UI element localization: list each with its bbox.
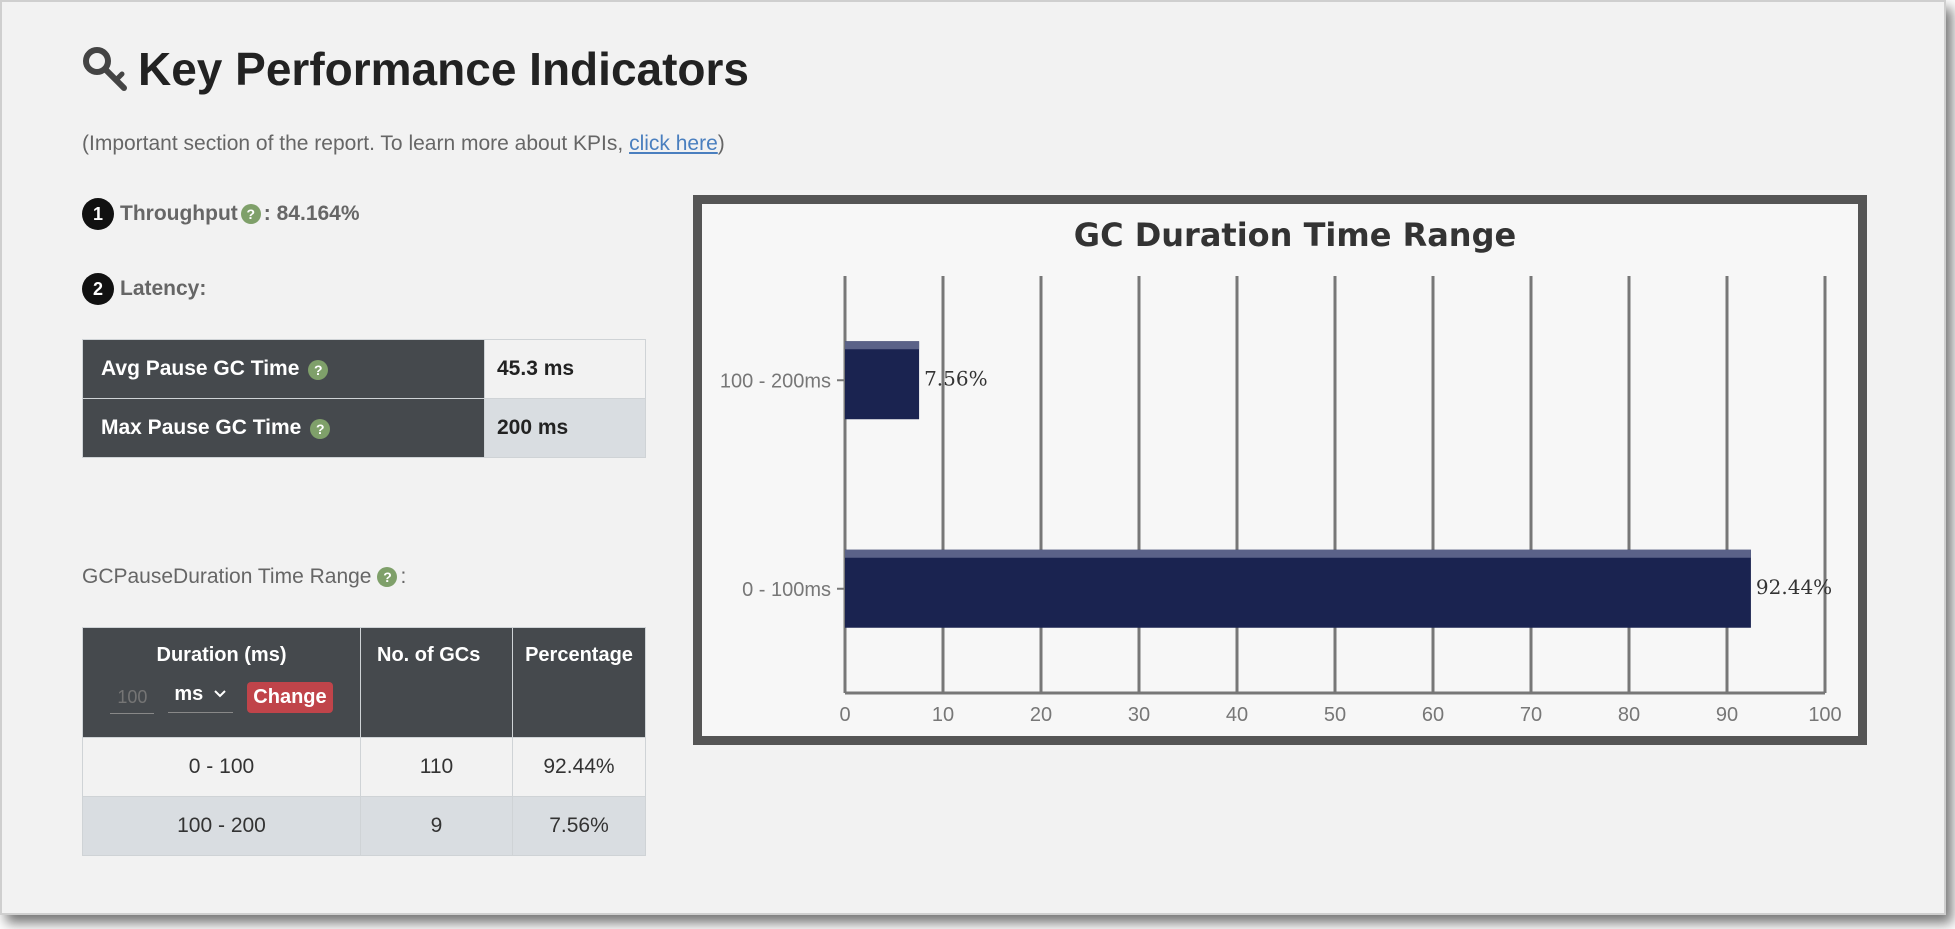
max-pause-value: 200 ms (484, 398, 646, 458)
subtitle-suffix: ) (717, 132, 725, 155)
y-category-label: 0 - 100ms (742, 579, 831, 601)
duration-table: Duration (ms) ms Change No. of GCs Perce… (82, 627, 646, 856)
gc-duration-chart: GC Duration Time Range 0 10 20 30 40 50 60 70 80 9… (693, 195, 1867, 745)
bar (845, 549, 1751, 628)
table-row: Max Pause GC Time ? 200 ms (82, 398, 646, 458)
throughput-line: 1 Throughput ? : 84.164% (82, 198, 360, 230)
count-cell: 110 (360, 737, 513, 797)
x-tick-label: 100 (1808, 704, 1841, 726)
latency-table: Avg Pause GC Time ? 45.3 ms Max Pause GC… (82, 339, 646, 458)
x-tick-label: 10 (932, 704, 954, 726)
y-category-label: 100 - 200ms (720, 370, 831, 392)
page-title-text: Key Performance Indicators (138, 43, 750, 95)
percentage-header: Percentage (512, 627, 646, 738)
data-label: 7.56% (924, 366, 988, 390)
x-tick-label: 90 (1716, 704, 1738, 726)
unit-select-value: ms (174, 682, 204, 705)
subtitle-text: (Important section of the report. To lea… (82, 132, 630, 155)
latency-label: Latency: (120, 277, 207, 300)
throughput-label: Throughput (120, 202, 238, 225)
bar-highlight (845, 341, 920, 350)
avg-pause-label-cell: Avg Pause GC Time ? (82, 339, 485, 399)
table-header-row: Duration (ms) ms Change No. of GCs Perce… (82, 627, 646, 738)
kpi-help-link[interactable]: click here (629, 132, 718, 155)
chevron-down-icon (214, 690, 226, 698)
duration-cell: 100 - 200 (82, 796, 361, 856)
duration-header-label: Duration (ms) (156, 644, 287, 666)
table-row: 100 - 200 9 7.56% (82, 796, 646, 856)
data-label: 92.44% (1756, 575, 1832, 599)
x-tick-label: 40 (1226, 704, 1248, 726)
page-title: Key Performance Indicators (82, 42, 749, 96)
question-circle-icon[interactable]: ? (377, 567, 398, 587)
table-row: 0 - 100 110 92.44% (82, 737, 646, 797)
question-circle-icon[interactable]: ? (308, 360, 329, 380)
throughput-value: : 84.164% (263, 202, 360, 225)
key-icon (83, 47, 127, 91)
latency-line: 2 Latency: (82, 273, 206, 305)
unit-select[interactable]: ms (168, 682, 234, 713)
avg-pause-value: 45.3 ms (484, 339, 646, 399)
duration-cell: 0 - 100 (82, 737, 361, 797)
number-badge: 2 (82, 273, 114, 305)
max-pause-label-cell: Max Pause GC Time ? (82, 398, 485, 458)
range-label-suffix: : (400, 565, 407, 588)
question-circle-icon[interactable]: ? (310, 419, 331, 439)
x-tick-label: 50 (1324, 704, 1346, 726)
count-header: No. of GCs (360, 627, 513, 738)
x-tick-label: 20 (1030, 704, 1052, 726)
range-label-text: GCPauseDuration Time Range (82, 565, 372, 588)
change-button[interactable]: Change (247, 682, 333, 713)
interval-input[interactable] (110, 681, 155, 714)
range-section-label: GCPauseDuration Time Range ? : (82, 565, 406, 589)
max-pause-label: Max Pause GC Time (101, 416, 302, 439)
question-circle-icon[interactable]: ? (240, 204, 261, 224)
x-tick-label: 60 (1422, 704, 1444, 726)
avg-pause-label: Avg Pause GC Time (101, 357, 300, 380)
count-cell: 9 (360, 796, 513, 856)
x-tick-label: 80 (1618, 704, 1640, 726)
x-tick-label: 70 (1520, 704, 1542, 726)
percentage-cell: 7.56% (512, 796, 646, 856)
x-tick-label: 0 (839, 704, 850, 726)
duration-header: Duration (ms) ms Change (82, 627, 361, 738)
subtitle: (Important section of the report. To lea… (82, 132, 725, 156)
x-tick-label: 30 (1128, 704, 1150, 726)
table-row: Avg Pause GC Time ? 45.3 ms (82, 339, 646, 399)
chart-title: GC Duration Time Range (1074, 216, 1516, 254)
number-badge: 1 (82, 198, 114, 230)
chart-svg: GC Duration Time Range 0 10 20 30 40 50 60 70 80 9… (720, 216, 1842, 726)
interval-controls: ms Change (84, 681, 359, 714)
bar-highlight (845, 549, 1751, 558)
percentage-cell: 92.44% (512, 737, 646, 797)
bar (845, 341, 920, 420)
